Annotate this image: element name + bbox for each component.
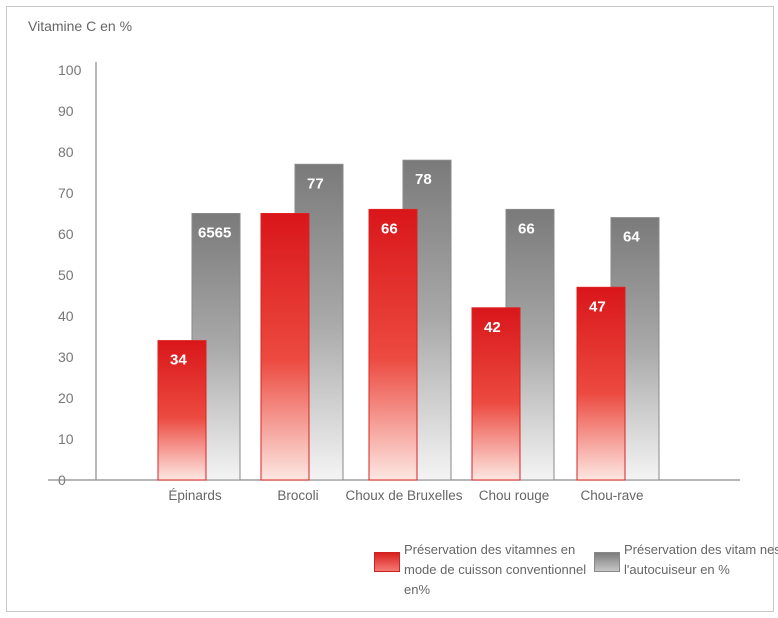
- bar-conventional: [260, 213, 310, 481]
- bar-value-label: 77: [307, 175, 324, 192]
- y-tick-label: 70: [58, 185, 74, 201]
- y-tick-label: 100: [58, 62, 82, 78]
- y-tick-label: 40: [58, 308, 74, 324]
- bar-conventional: [576, 286, 626, 481]
- legend-swatch-red: [374, 552, 400, 572]
- y-tick-label: 90: [58, 103, 74, 119]
- x-tick-label: Épinards: [168, 488, 222, 503]
- x-tick-label: Choux de Bruxelles: [345, 488, 462, 503]
- x-tick-label: Chou rouge: [479, 488, 550, 503]
- legend-swatch-gray: [594, 552, 620, 572]
- y-axis-title: Vitamine C en %: [28, 18, 133, 34]
- legend-label-pressure-cooker: Préservation des vitam nes dans l'autocu…: [624, 542, 778, 577]
- y-tick-label: 60: [58, 226, 74, 242]
- bar-value-label: 66: [518, 220, 535, 237]
- bar-conventional: [471, 307, 521, 481]
- chart-frame: [6, 6, 774, 612]
- y-tick-label: 10: [58, 431, 74, 447]
- bar-value-label: 47: [589, 298, 606, 315]
- bar-value-label: 64: [623, 229, 640, 246]
- legend-label-conventional: Préservation des vitamnes en mode de cui…: [404, 542, 587, 597]
- bar-value-label: 34: [170, 352, 187, 369]
- bar-value-label: 78: [415, 171, 432, 188]
- y-tick-label: 80: [58, 144, 74, 160]
- y-tick-label: 50: [58, 267, 74, 283]
- bar-value-label: 66: [381, 220, 398, 237]
- bar-conventional: [157, 340, 207, 481]
- bar-conventional: [368, 208, 418, 481]
- y-tick-label: 20: [58, 390, 74, 406]
- x-tick-label: Chou-rave: [580, 488, 643, 503]
- bar-value-label: 42: [484, 319, 501, 336]
- bar-value-label: 6565: [198, 225, 231, 242]
- y-tick-label: 30: [58, 349, 74, 365]
- x-tick-label: Brocoli: [277, 488, 318, 503]
